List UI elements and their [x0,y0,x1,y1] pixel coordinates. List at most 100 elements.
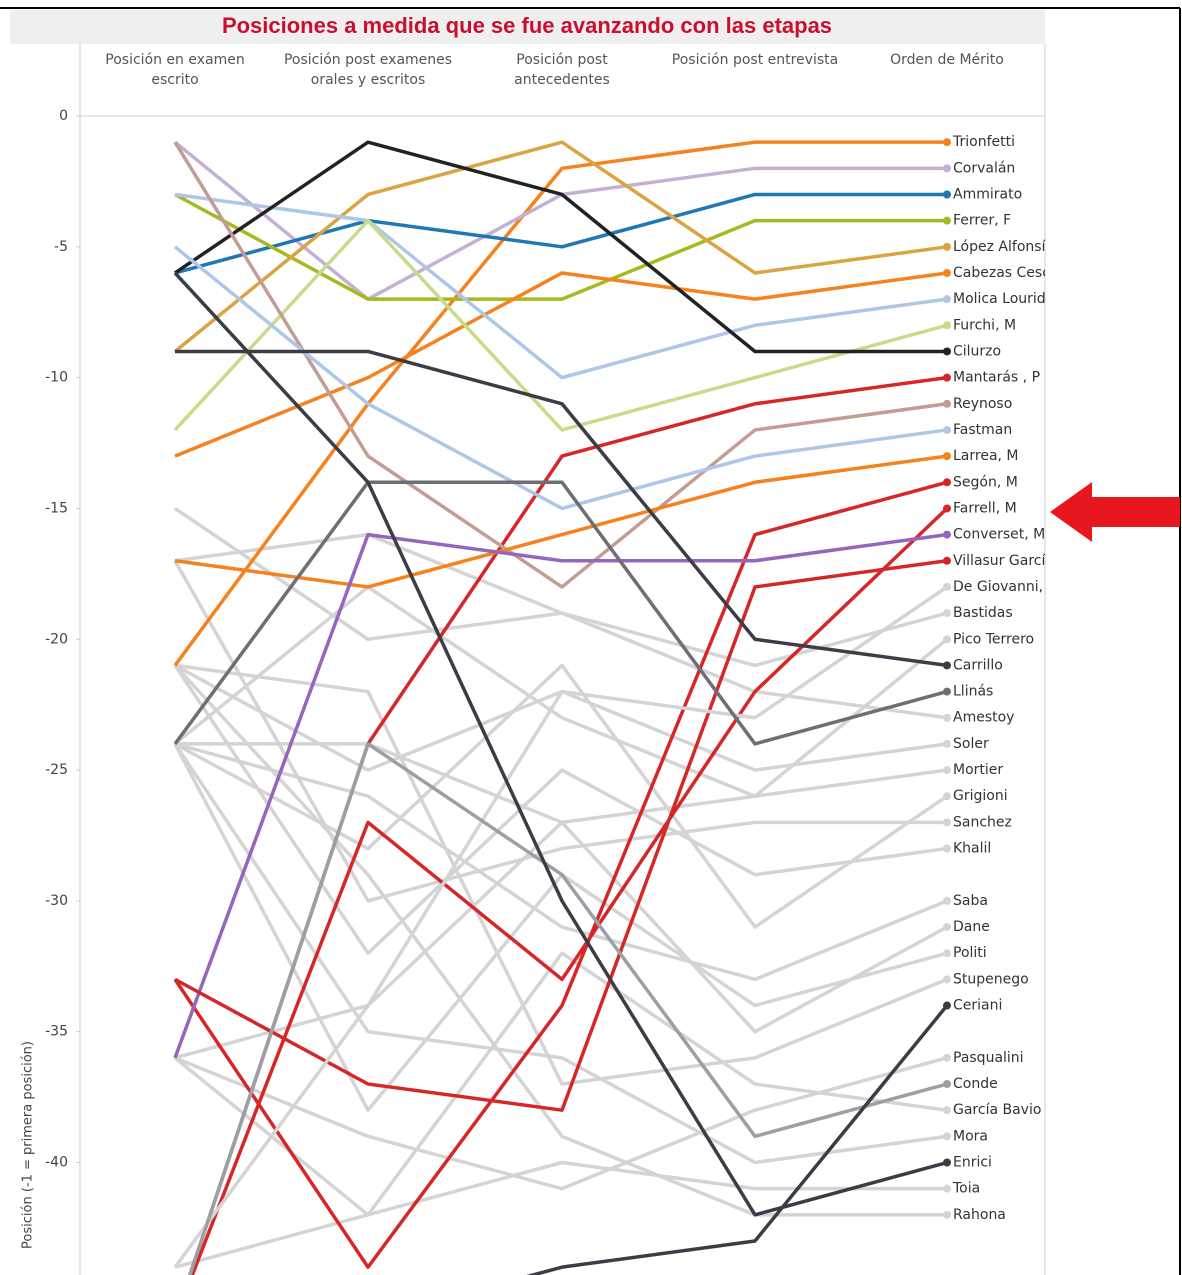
legend-label: Pico Terrero [953,631,1034,647]
end-dot [943,609,951,618]
legend-label: Trionfetti [952,134,1015,150]
end-dot [943,347,951,356]
legend-label: Villasur García [953,553,1054,569]
y-tick-label: -35 [45,1024,68,1040]
legend-label: Enrici [953,1155,992,1171]
legend-label: Converset, M [953,527,1045,543]
series-line [173,664,947,1217]
end-dot [943,399,951,408]
legend-label: Dane [953,919,990,935]
y-tick-label: -20 [45,631,68,647]
legend-label: Segón, M [953,474,1018,490]
end-dot [943,556,951,565]
y-tick-label: -10 [45,370,68,386]
series-line [173,218,948,432]
legend-label: Carrillo [953,657,1003,673]
series-line [174,271,948,458]
series-line [173,480,948,1269]
end-dot [943,1080,951,1089]
series-line [526,1004,949,1275]
arrow [1050,482,1180,542]
legend-label: Llinás [953,684,993,700]
series-line [174,1056,948,1191]
legend-label: De Giovanni, P [953,579,1056,595]
legend-label: Ceriani [953,998,1002,1014]
series-line [174,192,947,275]
end-dot [943,1053,951,1062]
legend-label: Amestoy [953,710,1014,726]
legend-label: Pasqualini [953,1050,1024,1066]
series-line [188,742,948,1275]
series-line [173,585,948,1269]
legend-label: Molica Lourido [953,291,1054,307]
legend-label: Larrea, M [953,448,1019,464]
end-dot [943,1001,951,1010]
series-line [174,454,948,589]
end-dot [943,713,951,722]
end-dot [943,818,951,827]
legend-label: Ferrer, F [953,213,1011,229]
legend-label: Stupenego [953,971,1029,987]
end-dot [943,792,951,801]
end-dot [943,1158,951,1167]
end-dot [943,530,951,539]
end-dot [943,582,951,591]
end-dot [943,949,951,958]
legend-label: Fastman [953,422,1012,438]
legend-label: Saba [953,893,988,909]
end-dot [943,1106,951,1115]
legend-label: Mantarás , P [953,370,1040,386]
end-dot [943,321,951,330]
series-line [175,742,948,825]
series-line [190,507,949,1275]
legend-label: Ammirato [953,186,1022,202]
end-dot [943,478,951,487]
legend-label: Rahona [953,1207,1006,1223]
column-header: Posición post entrevista [671,52,839,68]
end-dot [943,373,951,382]
end-dot [943,923,951,932]
legend-label: Farrell, M [953,500,1017,516]
y-tick-label: -40 [45,1155,68,1171]
end-dot [943,138,951,147]
legend-label: López Alfonsín, [953,239,1059,255]
series-line [174,559,948,1112]
series-line [173,480,948,746]
legend-label: Soler [953,736,989,752]
y-tick-label: -25 [45,762,68,778]
legend-label: Khalil [953,841,991,857]
series-line [175,349,948,668]
end-dot [943,425,951,434]
end-dot [943,896,951,905]
end-dot [943,452,951,461]
legend-label: Bastidas [953,605,1013,621]
series-line [174,140,947,354]
end-dot [943,687,951,696]
end-dot [943,1132,951,1141]
y-tick-label: -5 [54,239,68,255]
series-line [174,663,948,929]
y-axis-label: Posición (-1 = primera posición) [21,1041,36,1249]
series-line [173,559,947,903]
series-line [174,192,947,301]
series-line [174,951,948,1269]
legend-label: Cabezas Cescato [953,265,1073,281]
series-line [173,532,948,1059]
series-line [174,532,948,720]
end-dot [943,242,951,251]
legend-label: Corvalán [953,160,1015,176]
y-tick-label: 0 [59,108,68,124]
legend-label: Sanchez [953,814,1012,830]
legend-label: Reynoso [953,396,1012,412]
end-dot [943,661,951,670]
y-tick-label: -30 [45,893,68,909]
column-header: Posición post antecedentes [514,52,610,88]
end-dot [943,975,951,984]
series-line [173,664,948,955]
series-line [174,742,948,982]
end-dot [943,635,951,644]
series-line [173,585,949,798]
end-dot [943,164,951,173]
lines [173,138,951,1275]
